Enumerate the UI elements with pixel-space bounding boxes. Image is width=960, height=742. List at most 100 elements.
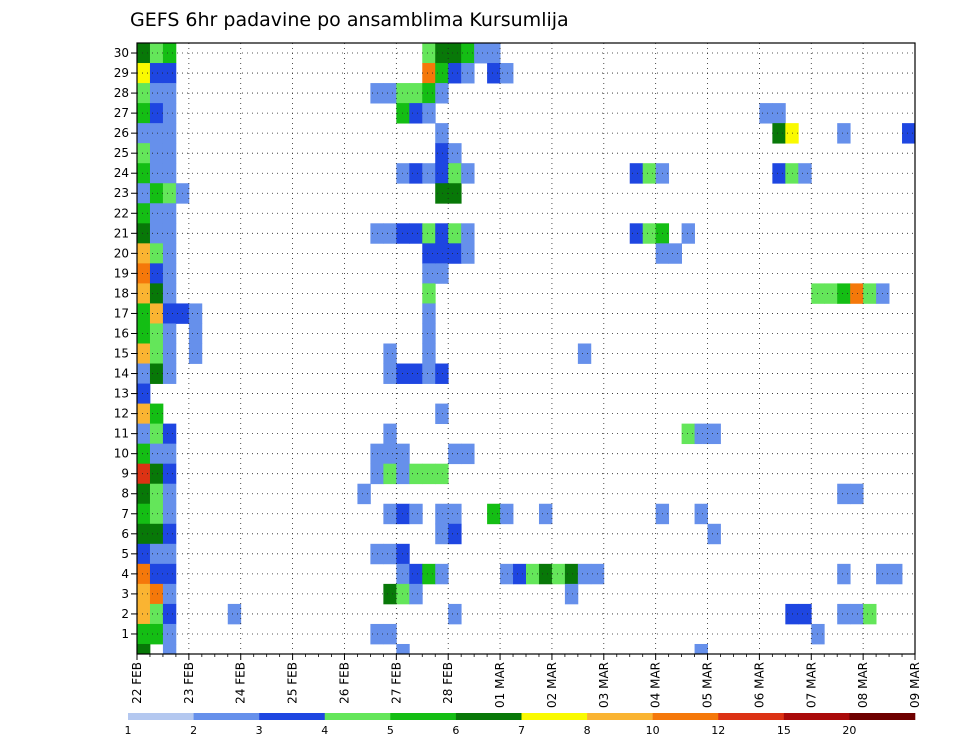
data-cell xyxy=(435,143,449,164)
data-cell xyxy=(409,583,423,605)
data-cell xyxy=(577,343,592,364)
colorbar-label: 4 xyxy=(321,724,328,737)
y-tick-label: 21 xyxy=(114,226,129,240)
data-cell xyxy=(902,123,916,144)
x-tick-label: 03 MAR xyxy=(597,662,611,708)
data-cell xyxy=(513,563,527,585)
data-cell xyxy=(383,503,397,525)
data-cell xyxy=(149,183,164,204)
y-tick-label: 20 xyxy=(114,246,129,260)
data-cell xyxy=(863,603,877,625)
x-tick-label: 04 MAR xyxy=(649,662,663,708)
data-cell xyxy=(837,123,851,144)
colorbar-label: 10 xyxy=(646,724,660,737)
data-cell xyxy=(137,123,151,144)
data-cell xyxy=(149,603,164,625)
data-cell xyxy=(162,83,177,104)
data-cell xyxy=(383,363,397,384)
data-cell xyxy=(577,563,592,585)
data-cell xyxy=(422,283,436,304)
data-cell xyxy=(422,363,436,384)
y-tick-label: 1 xyxy=(121,627,129,641)
colorbar-label: 12 xyxy=(711,724,725,737)
data-cell xyxy=(137,643,151,655)
data-cell xyxy=(629,163,644,184)
data-cell xyxy=(448,63,462,84)
data-cell xyxy=(681,423,695,445)
y-tick-label: 8 xyxy=(121,487,129,501)
data-cell xyxy=(422,43,436,64)
data-cell xyxy=(162,563,177,585)
data-cell xyxy=(487,503,501,525)
data-cell xyxy=(448,603,462,625)
x-tick-label: 23 FEB xyxy=(182,662,196,704)
data-cell xyxy=(837,563,851,585)
data-cell xyxy=(448,163,462,184)
data-cell xyxy=(149,263,164,284)
data-cell xyxy=(422,223,436,244)
data-cell xyxy=(487,43,501,64)
y-tick-label: 6 xyxy=(121,527,129,541)
colorbar-label: 6 xyxy=(452,724,459,737)
data-cell xyxy=(889,563,903,585)
data-cell xyxy=(707,423,721,445)
data-cell xyxy=(149,223,164,244)
y-tick-label: 12 xyxy=(114,407,129,421)
data-cell xyxy=(383,623,397,645)
data-cell xyxy=(422,83,436,104)
data-cell xyxy=(149,103,164,124)
data-cell xyxy=(396,643,410,655)
data-cell xyxy=(137,603,151,625)
data-cell xyxy=(435,223,449,244)
data-cell xyxy=(149,203,164,224)
data-cell xyxy=(448,43,462,64)
colorbar-label: 2 xyxy=(190,724,197,737)
data-cell xyxy=(564,583,579,605)
data-cell xyxy=(162,103,177,124)
data-cell xyxy=(772,123,786,144)
y-tick-label: 13 xyxy=(114,387,129,401)
y-tick-label: 15 xyxy=(114,347,129,361)
data-cell xyxy=(149,363,164,384)
data-cell xyxy=(798,603,812,625)
data-cell xyxy=(435,563,449,585)
data-cell xyxy=(162,603,177,625)
data-cell xyxy=(564,563,579,585)
colorbar-swatch xyxy=(455,713,522,720)
heatmap-cells xyxy=(137,43,916,655)
y-tick-label: 17 xyxy=(114,306,129,320)
data-cell xyxy=(798,163,812,184)
data-cell xyxy=(162,183,177,204)
data-cell xyxy=(538,563,553,585)
data-cell xyxy=(149,563,164,585)
data-cell xyxy=(137,483,151,505)
data-cell xyxy=(149,583,164,605)
y-tick-label: 27 xyxy=(114,106,129,120)
data-cell xyxy=(435,183,449,204)
data-cell xyxy=(383,423,397,445)
data-cell xyxy=(137,563,151,585)
data-cell xyxy=(422,163,436,184)
colorbar-swatch xyxy=(783,713,850,720)
data-cell xyxy=(162,443,177,465)
data-cell xyxy=(149,83,164,104)
colorbar-label: 8 xyxy=(584,724,591,737)
data-cell xyxy=(422,343,436,364)
data-cell xyxy=(149,283,164,304)
data-cell xyxy=(694,643,708,655)
data-cell xyxy=(409,83,423,104)
data-cell xyxy=(694,503,708,525)
data-cell xyxy=(162,223,177,244)
data-cell xyxy=(162,63,177,84)
data-cell xyxy=(162,463,177,485)
data-cell xyxy=(396,543,410,565)
data-cell xyxy=(162,123,177,144)
data-cell xyxy=(383,543,397,565)
data-cell xyxy=(162,623,177,645)
data-cell xyxy=(772,103,786,124)
y-tick-label: 2 xyxy=(121,607,129,621)
data-cell xyxy=(149,543,164,565)
data-cell xyxy=(435,123,449,144)
data-cell xyxy=(422,63,436,84)
